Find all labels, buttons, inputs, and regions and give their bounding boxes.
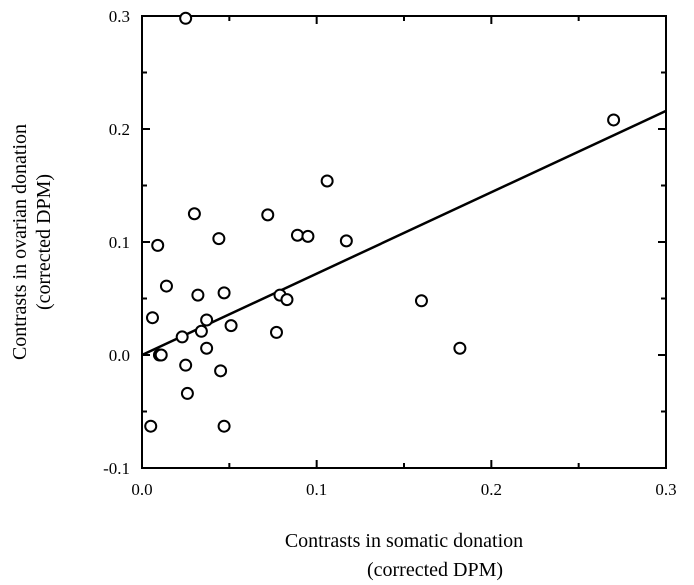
y-axis-title-line1: Contrasts in ovarian donation xyxy=(9,124,31,360)
plot-area xyxy=(141,11,667,433)
data-point xyxy=(414,294,428,308)
data-point xyxy=(194,324,208,338)
x-tick-label: 0.2 xyxy=(481,480,502,499)
data-point xyxy=(175,330,189,344)
x-tick-label: 0.3 xyxy=(655,480,676,499)
data-point xyxy=(290,228,304,242)
data-point xyxy=(269,325,283,339)
x-axis-title-line2: (corrected DPM) xyxy=(367,559,503,581)
data-point xyxy=(187,207,201,221)
x-tick-label: 0.0 xyxy=(131,480,152,499)
data-point xyxy=(212,232,226,246)
y-tick-label: 0.2 xyxy=(109,120,130,139)
data-point xyxy=(224,319,238,333)
tick-labels: 0.0 0.1 0.2 0.3-0.10.00.10.20.3 xyxy=(103,7,677,499)
x-axis-title-line1: Contrasts in somatic donation xyxy=(285,530,523,552)
y-axis-title-line2: (corrected DPM) xyxy=(33,174,55,310)
data-point xyxy=(179,358,193,372)
x-tick-label: 0.1 xyxy=(306,480,327,499)
y-tick-label: 0.3 xyxy=(109,7,130,26)
data-point xyxy=(214,364,228,378)
data-point xyxy=(145,311,159,325)
data-point xyxy=(607,113,621,127)
data-point xyxy=(179,11,193,25)
data-point xyxy=(280,293,294,307)
data-point xyxy=(200,313,214,327)
data-point xyxy=(320,174,334,188)
data-point xyxy=(217,286,231,300)
data-point xyxy=(261,208,275,222)
data-point xyxy=(200,341,214,355)
data-point xyxy=(154,348,168,362)
data-point xyxy=(217,419,231,433)
data-point xyxy=(180,386,194,400)
data-point xyxy=(159,279,173,293)
data-point xyxy=(453,341,467,355)
data-point xyxy=(144,419,158,433)
data-point xyxy=(339,234,353,248)
y-tick-label: 0.1 xyxy=(109,233,130,252)
data-point xyxy=(151,238,165,252)
data-point xyxy=(191,288,205,302)
data-point xyxy=(301,229,315,243)
y-tick-label: -0.1 xyxy=(103,459,130,478)
y-tick-label: 0.0 xyxy=(109,346,130,365)
regression-line xyxy=(141,109,667,357)
